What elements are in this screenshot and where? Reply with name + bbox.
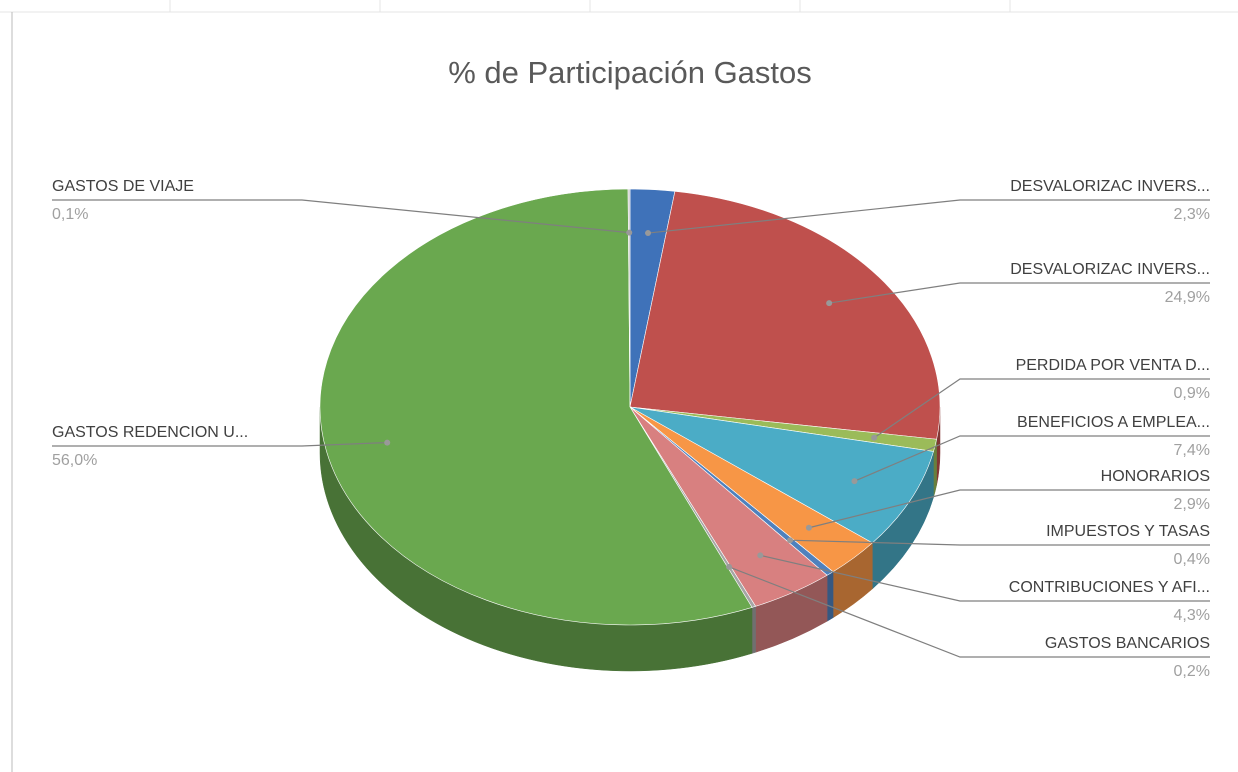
leader-line <box>808 489 1210 529</box>
leader-line <box>790 539 1210 546</box>
slice-value: 0,9% <box>1174 385 1210 402</box>
slice-label: IMPUESTOS Y TASAS <box>1046 523 1210 540</box>
slice-label: BENEFICIOS A EMPLEA... <box>1017 414 1210 431</box>
slice-value: 4,3% <box>1174 607 1210 624</box>
leader-dot <box>805 524 812 531</box>
leader-dot <box>871 434 878 441</box>
slice-label: DESVALORIZAC INVERS... <box>1010 261 1210 278</box>
leader-dot <box>851 478 858 485</box>
chart-title: % de Participación Gastos <box>448 55 812 90</box>
leader-line <box>647 199 1210 234</box>
leader-line <box>829 282 1210 304</box>
slice-label: PERDIDA POR VENTA D... <box>1016 357 1210 374</box>
leader-line <box>728 566 1210 658</box>
leader-dot <box>757 552 764 559</box>
slice-value: 0,4% <box>1174 551 1210 568</box>
slice <box>629 406 934 544</box>
slice-value: 2,3% <box>1174 206 1210 223</box>
slice-value: 2,9% <box>1174 496 1210 513</box>
leader-line <box>854 435 1210 482</box>
leader-line <box>52 441 388 447</box>
leader-dot <box>384 439 391 446</box>
slice-label: CONTRIBUCIONES Y AFI... <box>1009 579 1210 596</box>
slice-label: GASTOS DE VIAJE <box>52 178 194 195</box>
leader-dot <box>645 230 652 237</box>
slice-label: DESVALORIZAC INVERS... <box>1010 178 1210 195</box>
leader-dot <box>826 300 833 307</box>
slice-label: HONORARIOS <box>1101 468 1210 485</box>
leader-line <box>873 378 1210 439</box>
slice-value: 24,9% <box>1165 289 1210 306</box>
leader-line <box>52 199 630 234</box>
slice <box>629 190 941 440</box>
slice-label: GASTOS BANCARIOS <box>1045 635 1210 652</box>
slice-value: 7,4% <box>1174 442 1210 459</box>
slice-label: GASTOS REDENCION U... <box>52 424 248 441</box>
leader-dot <box>626 229 633 236</box>
leader-dot <box>726 563 733 570</box>
slice-value: 0,1% <box>52 206 88 223</box>
slice-side <box>826 571 834 622</box>
slice <box>319 188 753 626</box>
slice-side <box>751 605 756 654</box>
leader-dot <box>787 537 794 544</box>
slice-value: 56,0% <box>52 452 97 469</box>
slice <box>627 188 631 408</box>
slice-value: 0,2% <box>1174 663 1210 680</box>
leader-line <box>760 554 1210 602</box>
